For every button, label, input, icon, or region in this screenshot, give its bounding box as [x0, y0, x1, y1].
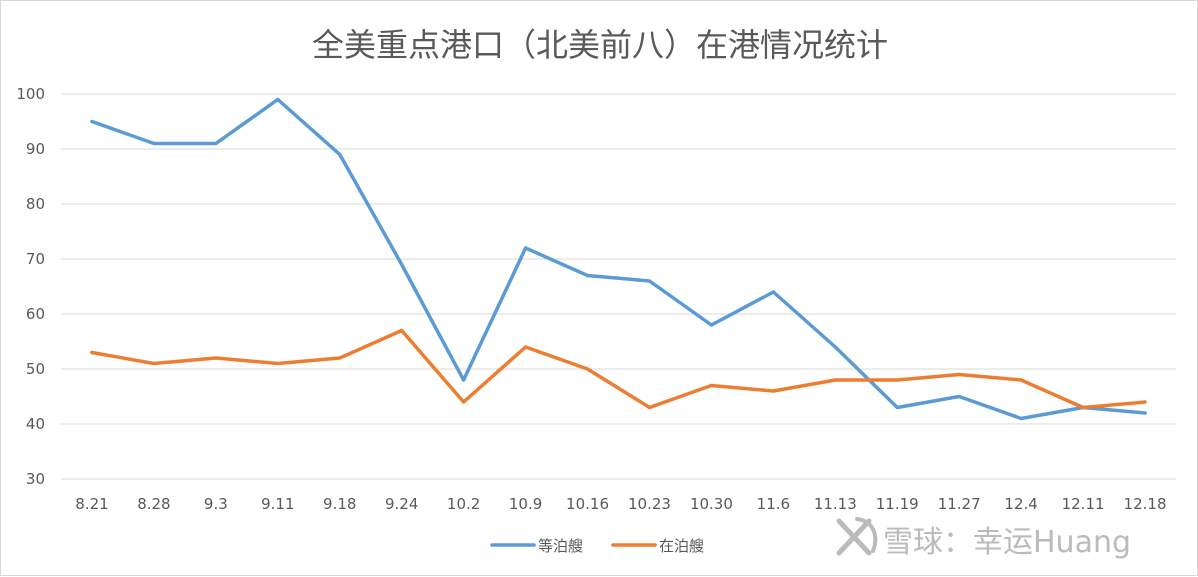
- x-tick-label: 10.2: [447, 495, 480, 513]
- data-point: [214, 141, 218, 146]
- data-point: [585, 367, 590, 371]
- x-tick-label: 11.6: [757, 495, 790, 513]
- data-point: [152, 361, 156, 366]
- x-tick-label: 10.16: [566, 495, 609, 513]
- x-tick-label: 11.27: [938, 495, 981, 513]
- data-point: [276, 97, 280, 102]
- data-point: [771, 389, 775, 393]
- legend-label-2: 在泊艘: [659, 537, 704, 555]
- data-point: [152, 141, 156, 146]
- data-point: [647, 405, 652, 410]
- x-tick-label: 11.13: [814, 495, 857, 513]
- data-point: [1019, 378, 1023, 382]
- data-point: [833, 378, 837, 382]
- x-tick-label: 10.9: [509, 495, 542, 513]
- x-tick-label: 8.28: [137, 495, 170, 513]
- x-tick-label: 9.3: [204, 495, 228, 513]
- y-tick-label: 60: [26, 305, 45, 323]
- data-point: [957, 372, 961, 377]
- data-point: [1143, 400, 1147, 404]
- data-point: [338, 356, 342, 360]
- data-point: [90, 119, 94, 124]
- data-point: [833, 345, 837, 349]
- data-point: [462, 400, 466, 404]
- data-point: [1143, 411, 1147, 415]
- x-tick-label: 8.21: [75, 495, 108, 513]
- data-point: [338, 152, 342, 157]
- data-point: [895, 405, 899, 410]
- x-tick-label: 10.30: [690, 495, 733, 513]
- data-point: [90, 350, 94, 355]
- watermark: 雪球：幸运Huang: [836, 517, 1131, 560]
- series-lines: [90, 97, 1147, 421]
- data-point: [276, 361, 280, 366]
- data-point: [895, 378, 899, 382]
- x-tick-label: 12.18: [1124, 495, 1167, 513]
- series-line-1: [90, 97, 1147, 421]
- data-point: [400, 328, 404, 333]
- gridlines: [61, 93, 1176, 480]
- series-line-2: [90, 328, 1147, 410]
- legend-label-1: 等泊艘: [538, 537, 583, 555]
- data-point: [771, 290, 775, 294]
- y-tick-label: 70: [26, 250, 45, 268]
- y-axis-tick-labels: 30 40 50 60 70 80 90 100: [16, 85, 45, 488]
- data-point: [523, 246, 528, 250]
- x-tick-label: 11.19: [876, 495, 919, 513]
- y-tick-label: 40: [26, 415, 45, 433]
- data-point: [647, 279, 652, 283]
- data-point: [709, 323, 714, 327]
- data-point: [523, 345, 528, 349]
- chart-title: 全美重点港口（北美前八）在港情况统计: [312, 26, 888, 64]
- data-point: [585, 273, 590, 278]
- watermark-text: 雪球：幸运Huang: [883, 525, 1131, 560]
- data-point: [462, 378, 466, 382]
- x-axis-tick-labels: 8.21 8.28 9.3 9.11 9.18 9.24 10.2 10.9 10.16 10.2…: [75, 495, 1166, 513]
- y-tick-label: 90: [26, 140, 45, 158]
- y-tick-label: 30: [26, 470, 45, 488]
- data-point: [1081, 405, 1085, 410]
- data-point: [1019, 416, 1023, 421]
- y-tick-label: 100: [16, 85, 45, 103]
- xueqiu-logo-icon: [836, 517, 878, 556]
- data-point: [957, 394, 961, 399]
- data-point: [709, 383, 714, 388]
- y-tick-label: 50: [26, 360, 45, 378]
- legend: 等泊艘 在泊艘: [490, 537, 704, 555]
- data-point: [400, 262, 404, 267]
- x-tick-label: 10.23: [628, 495, 671, 513]
- x-tick-label: 12.4: [1004, 495, 1037, 513]
- y-tick-label: 80: [26, 195, 45, 213]
- x-tick-label: 9.18: [323, 495, 356, 513]
- data-point: [214, 356, 218, 360]
- x-tick-label: 12.11: [1062, 495, 1105, 513]
- x-tick-label: 9.24: [385, 495, 418, 513]
- x-tick-label: 9.11: [261, 495, 294, 513]
